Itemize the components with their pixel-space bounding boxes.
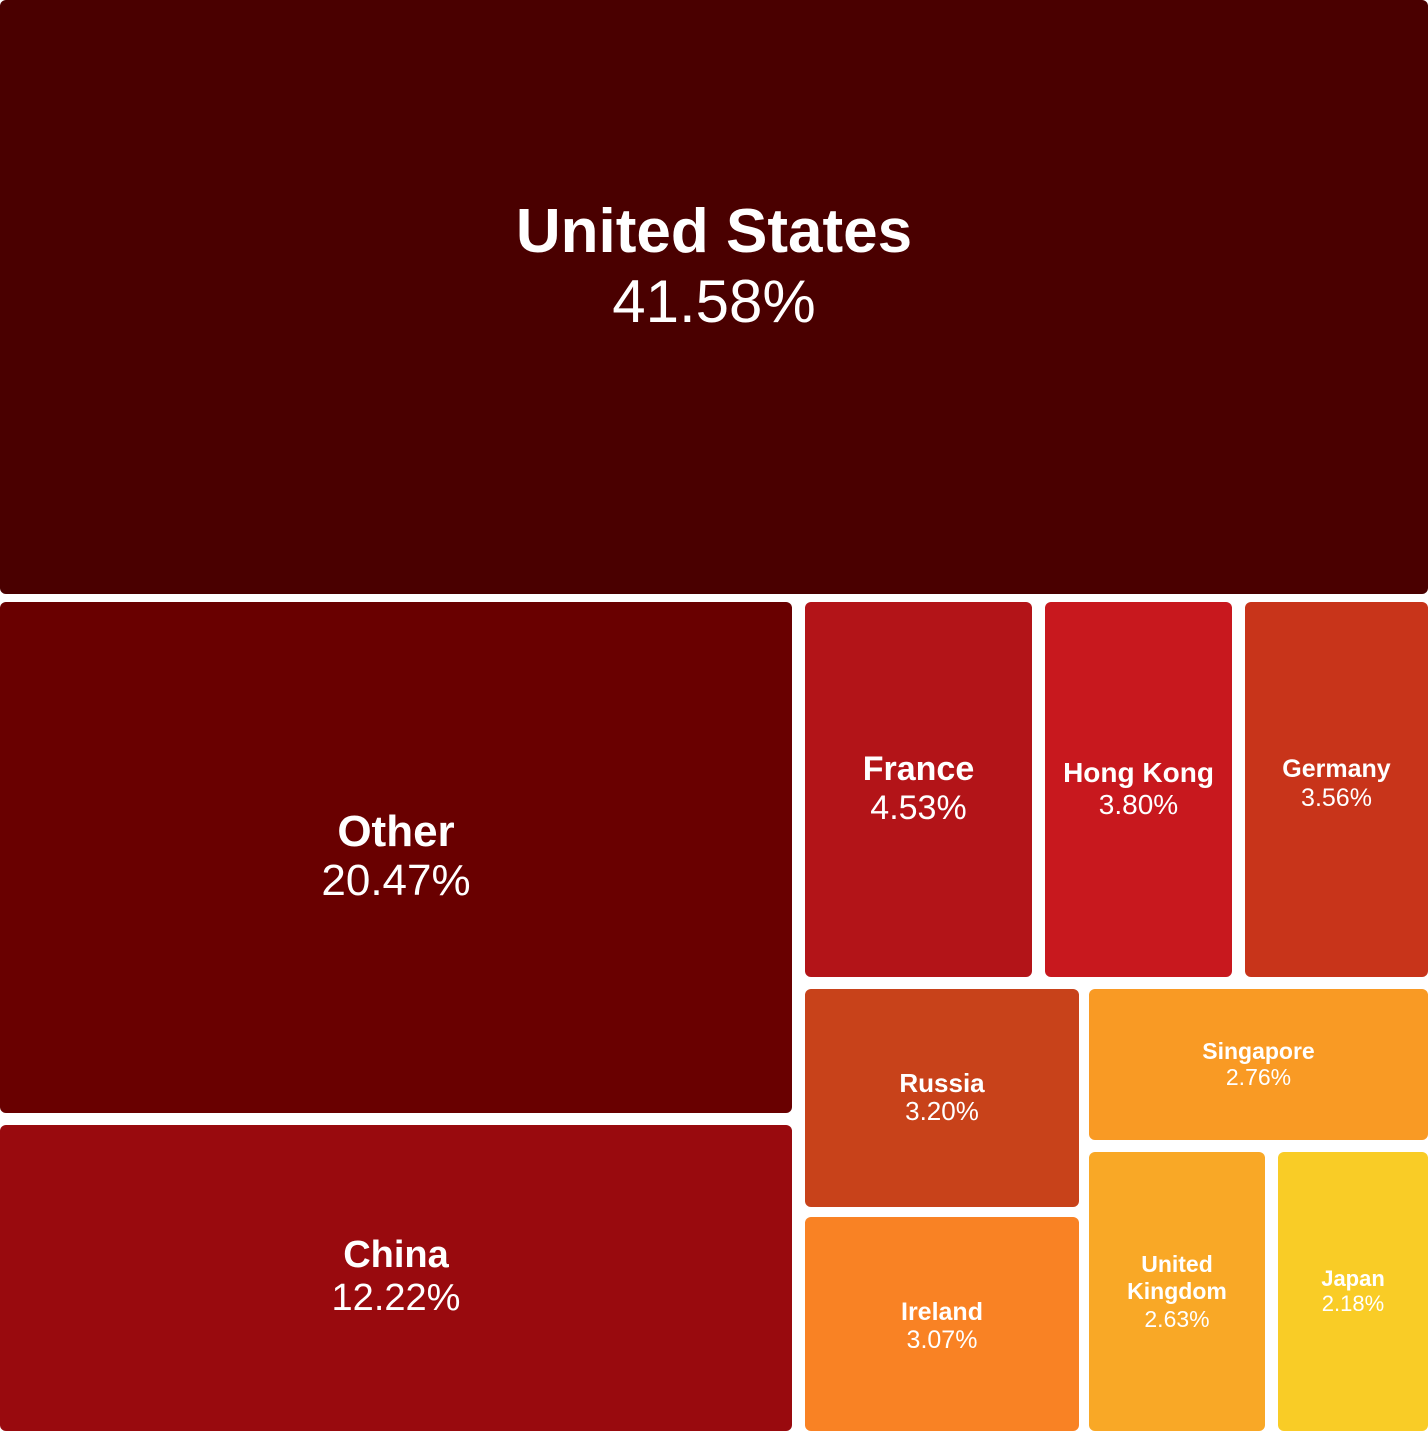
- tile-germany-value: 3.56%: [1301, 783, 1372, 812]
- tile-japan[interactable]: Japan 2.18%: [1278, 1152, 1428, 1431]
- tile-other[interactable]: Other 20.47%: [0, 602, 792, 1113]
- tile-united-kingdom[interactable]: United Kingdom 2.63%: [1089, 1152, 1265, 1431]
- tile-other-value: 20.47%: [321, 856, 471, 906]
- tile-germany-name: Germany: [1282, 755, 1391, 784]
- tile-russia[interactable]: Russia 3.20%: [805, 989, 1079, 1207]
- tile-china-value: 12.22%: [331, 1277, 461, 1320]
- tile-hong-kong[interactable]: Hong Kong 3.80%: [1045, 602, 1232, 977]
- tile-singapore[interactable]: Singapore 2.76%: [1089, 989, 1428, 1140]
- tile-china-name: China: [343, 1234, 449, 1277]
- tile-hong-kong-value: 3.80%: [1098, 788, 1179, 820]
- tile-russia-name: Russia: [899, 1067, 985, 1098]
- tile-ireland-value: 3.07%: [906, 1326, 978, 1355]
- tile-singapore-name: Singapore: [1202, 1037, 1315, 1064]
- tile-united-kingdom-name: United Kingdom: [1127, 1250, 1227, 1305]
- tile-japan-name: Japan: [1321, 1265, 1385, 1291]
- tile-france-value: 4.53%: [870, 788, 967, 827]
- tile-united-kingdom-value: 2.63%: [1144, 1305, 1210, 1332]
- tile-france[interactable]: France 4.53%: [805, 602, 1032, 977]
- tile-united-states[interactable]: United States 41.58%: [0, 0, 1428, 594]
- tile-russia-value: 3.20%: [905, 1096, 979, 1127]
- tile-united-states-name: United States: [515, 197, 913, 267]
- tile-other-name: Other: [337, 807, 455, 856]
- tile-china[interactable]: China 12.22%: [0, 1125, 792, 1431]
- tile-united-states-value: 41.58%: [612, 267, 816, 335]
- tile-germany[interactable]: Germany 3.56%: [1245, 602, 1428, 977]
- tile-france-name: France: [862, 750, 975, 789]
- tile-hong-kong-name: Hong Kong: [1063, 757, 1214, 788]
- tile-japan-value: 2.18%: [1321, 1290, 1385, 1316]
- tile-singapore-value: 2.76%: [1225, 1063, 1292, 1090]
- tile-ireland-name: Ireland: [901, 1297, 983, 1326]
- tile-ireland[interactable]: Ireland 3.07%: [805, 1217, 1079, 1431]
